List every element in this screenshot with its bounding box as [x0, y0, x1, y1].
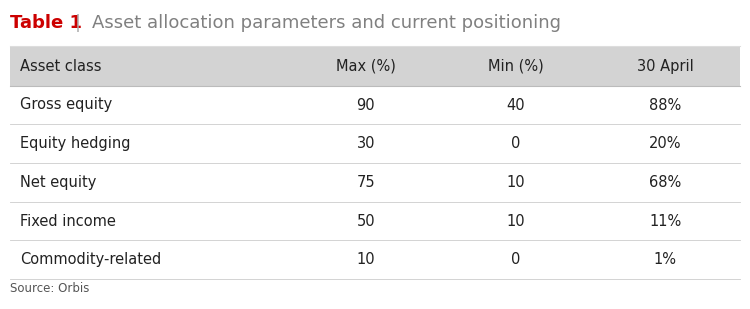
Text: Asset allocation parameters and current positioning: Asset allocation parameters and current …	[92, 14, 561, 32]
Text: 30: 30	[357, 136, 375, 151]
Text: Source: Orbis: Source: Orbis	[10, 282, 89, 295]
Text: 1%: 1%	[654, 252, 676, 267]
Text: 30 April: 30 April	[637, 59, 694, 74]
Bar	[10, 240, 740, 279]
Bar	[10, 47, 740, 86]
Text: 88%: 88%	[649, 98, 681, 112]
Text: Equity hedging: Equity hedging	[20, 136, 130, 151]
Text: 50: 50	[356, 214, 375, 228]
Text: Fixed income: Fixed income	[20, 214, 116, 228]
Text: 10: 10	[506, 214, 525, 228]
Bar	[10, 163, 740, 202]
Text: 68%: 68%	[649, 175, 681, 190]
Text: 0: 0	[511, 136, 520, 151]
Bar	[10, 124, 740, 163]
Bar	[10, 202, 740, 240]
Text: Table 1: Table 1	[10, 14, 82, 32]
Text: Commodity-related: Commodity-related	[20, 252, 161, 267]
Text: 40: 40	[506, 98, 525, 112]
Bar	[10, 86, 740, 124]
Text: Max (%): Max (%)	[336, 59, 396, 74]
Text: Gross equity: Gross equity	[20, 98, 112, 112]
Text: Asset class: Asset class	[20, 59, 101, 74]
Text: Net equity: Net equity	[20, 175, 96, 190]
Text: 10: 10	[356, 252, 375, 267]
Text: 75: 75	[356, 175, 375, 190]
Text: 11%: 11%	[649, 214, 681, 228]
Text: 10: 10	[506, 175, 525, 190]
Text: Min (%): Min (%)	[488, 59, 544, 74]
Text: 0: 0	[511, 252, 520, 267]
Text: 90: 90	[356, 98, 375, 112]
Text: |: |	[75, 14, 81, 32]
Text: 20%: 20%	[649, 136, 682, 151]
